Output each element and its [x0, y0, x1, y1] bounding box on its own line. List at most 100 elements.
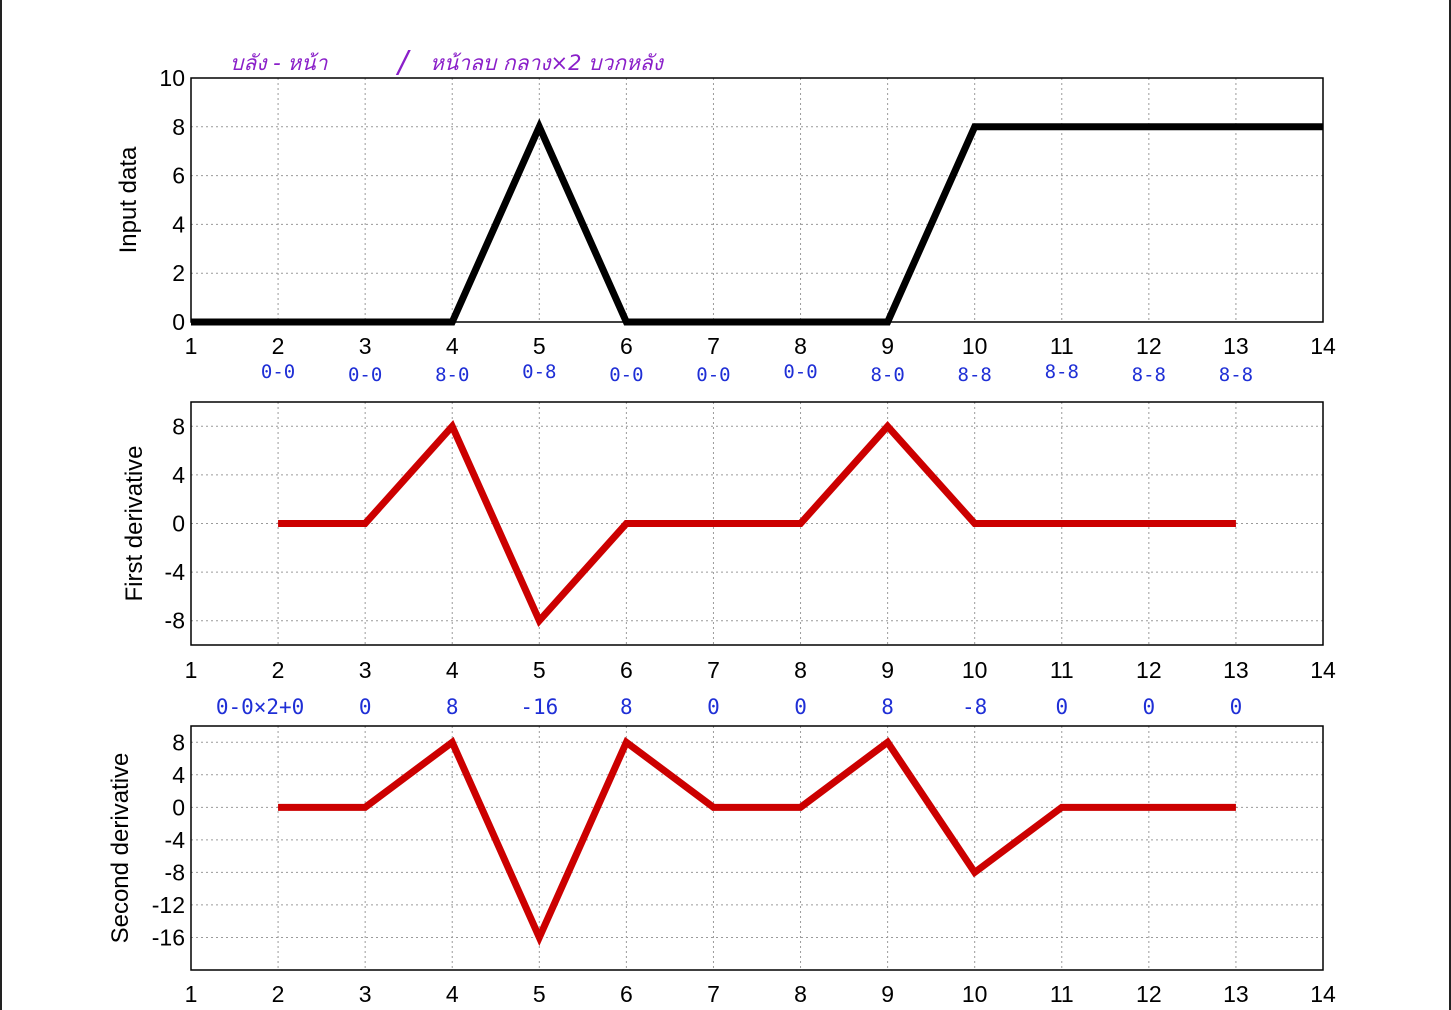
- data-point: [887, 425, 889, 427]
- data-point: [1235, 523, 1237, 524]
- x-tick-label: 6: [620, 333, 633, 359]
- x-tick-label: 14: [1310, 333, 1336, 359]
- data-point: [364, 523, 366, 524]
- y-tick-label: 0: [172, 511, 185, 537]
- data-point: [712, 523, 714, 524]
- y-tick-label: 8: [172, 729, 185, 755]
- data-point: [1148, 126, 1150, 128]
- first-difference-note: 8-0: [435, 364, 469, 386]
- x-tick-label: 8: [794, 333, 807, 359]
- second-difference-note: 0: [1143, 695, 1156, 719]
- series-line: [278, 419, 1236, 628]
- x-tick-label: 9: [881, 657, 894, 683]
- axes-frame: [190, 77, 1324, 323]
- x-tick-label: 7: [707, 657, 720, 683]
- note-back-minus-front: บลัง - หน้า: [230, 51, 329, 75]
- x-tick-label: 12: [1136, 333, 1162, 359]
- first-difference-note: 8-8: [1219, 364, 1253, 386]
- data-point: [364, 321, 366, 323]
- data-point: [712, 321, 714, 323]
- x-tick-label: 8: [794, 657, 807, 683]
- y-tick-label: -4: [165, 559, 186, 585]
- second-difference-note: 8: [446, 695, 459, 719]
- y-tick-label: -12: [152, 892, 185, 918]
- x-tick-label: 10: [962, 657, 988, 683]
- y-tick-label: 6: [172, 163, 185, 189]
- y-axis-label: First derivative: [121, 445, 148, 601]
- data-point: [277, 806, 279, 808]
- y-tick-label: 4: [172, 762, 185, 788]
- second-difference-notes: 0-0×2+0 0 8 -16 8 0 0 8 -8 0 0 0: [216, 695, 1242, 719]
- x-tick-label: 3: [359, 657, 372, 683]
- data-point: [712, 806, 714, 808]
- second-difference-note: 8: [881, 695, 894, 719]
- data-point: [1148, 523, 1150, 524]
- x-tick-label: 2: [272, 657, 285, 683]
- x-tick-label: 3: [359, 981, 372, 1007]
- data-point: [364, 806, 366, 808]
- note-slash: /: [395, 45, 411, 80]
- x-tick-label: 11: [1050, 981, 1074, 1007]
- x-tick-label: 7: [707, 981, 720, 1007]
- y-tick-label: -8: [165, 859, 185, 885]
- x-tick-label: 14: [1310, 981, 1336, 1007]
- data-point: [887, 741, 889, 743]
- x-tick-label: 13: [1223, 981, 1249, 1007]
- second-difference-note: -8: [962, 695, 987, 719]
- data-point: [1148, 806, 1150, 808]
- y-tick-label: 10: [159, 65, 185, 91]
- x-tick-label: 7: [707, 333, 720, 359]
- x-tick-label: 11: [1050, 657, 1074, 683]
- data-point: [451, 741, 453, 743]
- data-point: [800, 523, 802, 524]
- x-tick-label: 5: [533, 333, 546, 359]
- data-point: [1061, 126, 1063, 128]
- second-difference-note: -16: [520, 695, 558, 719]
- first-difference-note: 0-0: [696, 364, 730, 386]
- first-difference-note: 8-8: [958, 364, 992, 386]
- x-tick-label: 1: [185, 981, 198, 1007]
- data-point: [1235, 126, 1237, 128]
- data-point: [974, 871, 976, 873]
- x-tick-label: 6: [620, 981, 633, 1007]
- x-tick-label: 1: [185, 333, 198, 359]
- x-tick-label: 14: [1310, 657, 1336, 683]
- x-tick-label: 2: [272, 333, 285, 359]
- second-difference-note: 0: [1055, 695, 1068, 719]
- y-tick-label: 0: [172, 309, 185, 335]
- second-difference-note: 0-0×2+0: [216, 695, 305, 719]
- data-point: [800, 806, 802, 808]
- data-point: [1061, 523, 1063, 524]
- y-tick-label: 4: [172, 211, 185, 237]
- note-formula: หน้าลบ กลาง×2 บวกหลัง: [430, 51, 665, 75]
- second-difference-note: 0: [1230, 695, 1243, 719]
- data-point: [1061, 806, 1063, 808]
- data-point: [887, 321, 889, 323]
- data-point: [800, 321, 802, 323]
- data-point: [277, 321, 279, 323]
- data-point: [277, 523, 279, 524]
- x-tick-label: 12: [1136, 981, 1162, 1007]
- data-point: [451, 425, 453, 427]
- data-point: [538, 936, 540, 938]
- x-tick-label: 6: [620, 657, 633, 683]
- y-tick-label: 0: [172, 794, 185, 820]
- x-tick-label: 4: [446, 981, 459, 1007]
- series-line: [191, 118, 1323, 326]
- x-tick-label: 9: [881, 333, 894, 359]
- x-tick-label: 4: [446, 333, 459, 359]
- x-tick-label: 5: [533, 657, 546, 683]
- first-difference-note: 0-0: [261, 361, 295, 383]
- second-difference-note: 0: [707, 695, 720, 719]
- first-difference-note: 0-0: [783, 361, 817, 383]
- series-line: [278, 736, 1236, 947]
- y-axis-label: Second derivative: [107, 753, 134, 944]
- y-tick-label: 8: [172, 413, 185, 439]
- data-point: [625, 741, 627, 743]
- x-tick-label: 4: [446, 657, 459, 683]
- data-point: [190, 321, 192, 323]
- axes-frame: [190, 401, 1324, 646]
- x-tick-label: 5: [533, 981, 546, 1007]
